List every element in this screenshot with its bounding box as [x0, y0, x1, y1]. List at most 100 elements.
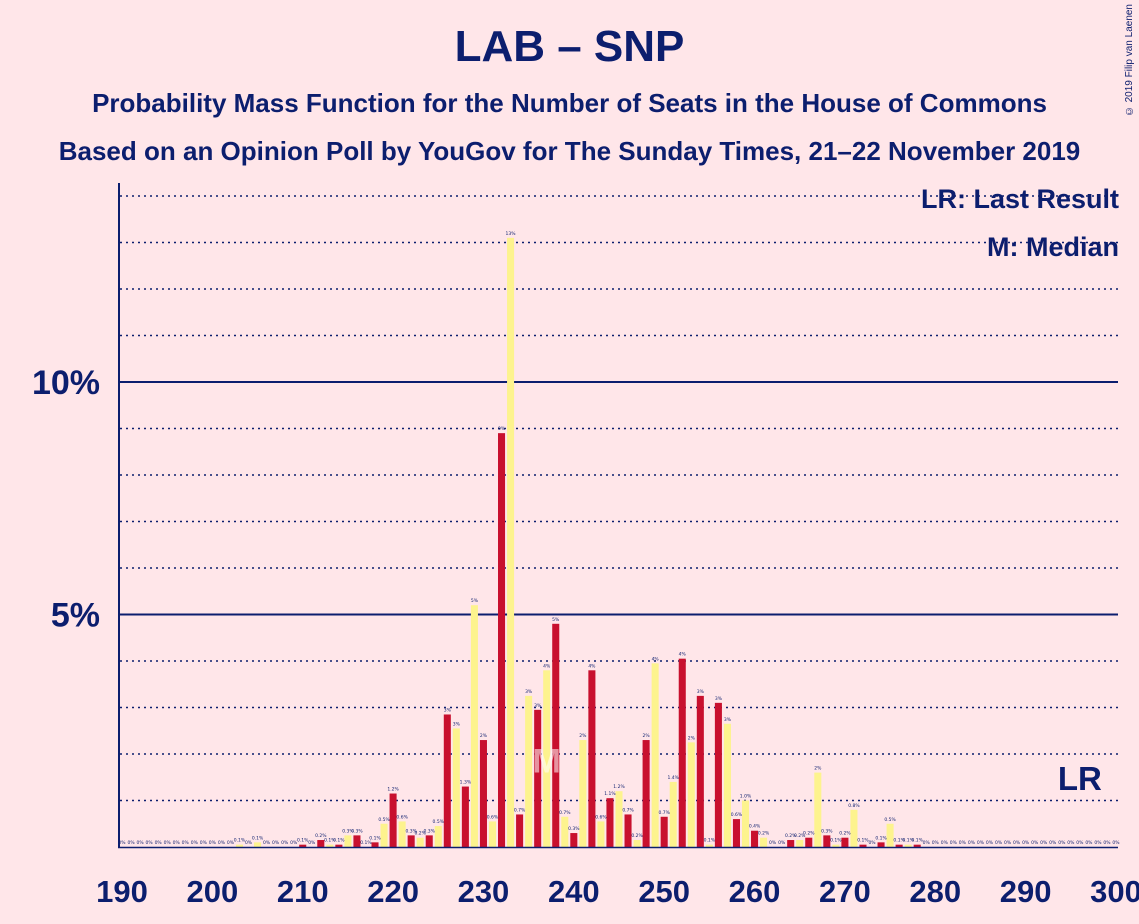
- bar-label-230: 2%: [480, 733, 488, 739]
- bar-label-202: 0%: [227, 840, 235, 846]
- x-tick-190: 190: [96, 874, 148, 909]
- bar-257: [723, 723, 731, 847]
- bar-277: [904, 844, 912, 847]
- legend-last-result: LR: Last Result: [920, 184, 1119, 214]
- bar-label-268: 0.3%: [821, 828, 833, 834]
- bar-268: [823, 835, 831, 847]
- bar-label-241: 2%: [579, 733, 587, 739]
- bar-label-221: 0.6%: [396, 814, 408, 820]
- bar-212: [317, 840, 325, 847]
- bar-label-289: 0%: [1013, 840, 1021, 846]
- bar-label-297: 0%: [1085, 840, 1093, 846]
- bar-label-270: 0.2%: [839, 831, 851, 837]
- bar-214: [335, 844, 343, 847]
- bar-234: [516, 814, 524, 847]
- bar-label-283: 0%: [959, 840, 967, 846]
- bar-label-220: 1.2%: [387, 787, 399, 793]
- bar-275: [886, 823, 894, 847]
- bar-258: [732, 819, 740, 847]
- bar-label-215: 0.3%: [342, 828, 354, 834]
- bar-249: [651, 663, 659, 847]
- bar-222: [407, 835, 415, 847]
- bar-label-231: 0.6%: [487, 814, 499, 820]
- bar-213: [326, 844, 334, 847]
- x-tick-250: 250: [638, 874, 690, 909]
- bar-259: [741, 800, 750, 847]
- bar-229: [470, 605, 478, 847]
- bar-271: [850, 809, 858, 847]
- bar-label-198: 0%: [191, 840, 199, 846]
- bar-label-208: 0%: [281, 840, 289, 846]
- bar-label-248: 2%: [643, 733, 651, 739]
- x-tick-280: 280: [909, 874, 961, 909]
- bar-label-233: 13%: [506, 231, 517, 237]
- bar-label-229: 5%: [471, 598, 479, 604]
- y-tick-10: 10%: [32, 364, 100, 402]
- bar-label-243: 0.6%: [595, 814, 607, 820]
- bar-label-269: 0.1%: [830, 838, 842, 844]
- x-tick-260: 260: [729, 874, 781, 909]
- bar-label-278: 0.1%: [911, 838, 923, 844]
- tick-labels: 190 200 210 220 230 240 250 260 270 280 290 300 5% 10…: [32, 364, 1139, 909]
- y-tick-5: 5%: [51, 597, 100, 635]
- bar-247: [633, 840, 641, 847]
- bar-237: [543, 670, 551, 847]
- bar-labels: 0% 0% 0% 0% 0% 0% 0% 0% 0% 0% 0% 0% 0% 0.1% 0%0.1%0% 0%…: [118, 231, 1120, 846]
- x-tick-240: 240: [548, 874, 600, 909]
- bar-254: [696, 695, 704, 847]
- bar-label-234: 0.7%: [514, 807, 526, 813]
- bar-label-276: 0.1%: [893, 838, 905, 844]
- bar-label-293: 0%: [1049, 840, 1057, 846]
- x-tick-210: 210: [277, 874, 329, 909]
- bar-label-258: 0.6%: [731, 812, 743, 818]
- bar-label-262: 0%: [769, 840, 777, 846]
- bar-label-267: 2%: [814, 766, 822, 772]
- bar-label-236: 3%: [534, 703, 542, 709]
- bar-label-282: 0%: [950, 840, 958, 846]
- bar-label-246: 0.7%: [622, 807, 634, 813]
- bar-label-213: 0.1%: [324, 838, 336, 844]
- bar-label-298: 0%: [1094, 840, 1102, 846]
- bar-label-299: 0%: [1103, 840, 1111, 846]
- bar-248: [642, 740, 650, 847]
- bar-label-285: 0%: [977, 840, 985, 846]
- bar-label-226: 3%: [444, 707, 452, 713]
- bar-label-192: 0%: [137, 840, 145, 846]
- bar-label-250: 0.7%: [658, 810, 670, 816]
- bar-239: [561, 816, 569, 847]
- x-tick-230: 230: [458, 874, 510, 909]
- bar-220: [389, 793, 397, 847]
- median-marker: M: [533, 743, 561, 781]
- bar-label-287: 0%: [995, 840, 1003, 846]
- bar-250: [660, 816, 668, 847]
- markers: M LR: [533, 743, 1102, 797]
- x-tick-200: 200: [186, 874, 238, 909]
- bar-265: [796, 840, 804, 847]
- bar-255: [705, 844, 713, 847]
- bar-label-274: 0.1%: [875, 835, 887, 841]
- bar-label-214: 0.1%: [333, 838, 345, 844]
- x-tick-290: 290: [1000, 874, 1052, 909]
- bar-270: [841, 837, 849, 847]
- bar-label-280: 0%: [932, 840, 940, 846]
- bar-224: [425, 835, 433, 847]
- bar-221: [398, 821, 406, 847]
- bar-276: [895, 844, 903, 847]
- bar-label-286: 0%: [986, 840, 994, 846]
- bar-label-265: 0.2%: [794, 833, 806, 839]
- bar-label-295: 0%: [1067, 840, 1075, 846]
- bar-278: [913, 844, 921, 847]
- bar-label-288: 0%: [1004, 840, 1012, 846]
- bar-label-294: 0%: [1058, 840, 1066, 846]
- bar-251: [669, 781, 677, 847]
- bar-label-275: 0.5%: [884, 817, 896, 823]
- bar-label-266: 0.2%: [803, 831, 815, 837]
- bar-232: [498, 433, 506, 847]
- bar-233: [507, 237, 515, 848]
- bar-246: [624, 814, 632, 847]
- chart-source: Based on an Opinion Poll by YouGov for T…: [58, 136, 1081, 166]
- bar-label-209: 0%: [290, 840, 298, 846]
- bar-267: [814, 772, 822, 847]
- bar-label-240: 0.3%: [568, 826, 580, 832]
